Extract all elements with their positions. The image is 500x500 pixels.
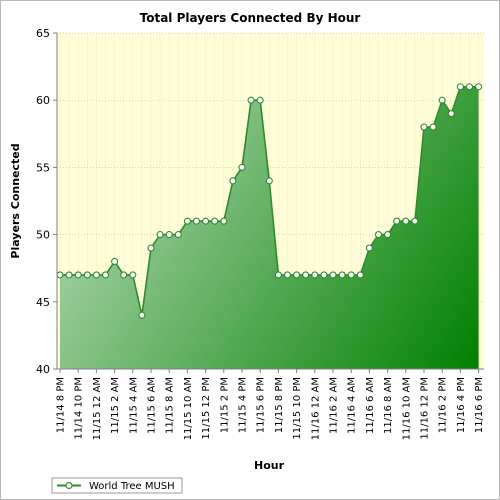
data-point <box>393 217 401 225</box>
data-point <box>456 83 464 91</box>
x-tick-label: 11/15 8 AM <box>165 377 176 434</box>
data-point <box>429 123 437 131</box>
x-tick-label: 11/16 10 AM <box>401 377 412 440</box>
x-tick-label: 11/16 4 AM <box>347 377 358 434</box>
data-point <box>311 271 319 279</box>
data-point <box>101 271 110 279</box>
data-point <box>247 96 255 104</box>
x-tick-label: 11/15 2 AM <box>110 377 121 434</box>
data-point <box>347 271 355 279</box>
data-point <box>283 271 292 279</box>
x-tick-label: 11/15 4 PM <box>238 377 249 433</box>
x-tick-label: 11/16 2 PM <box>438 377 449 433</box>
data-point <box>256 96 264 104</box>
data-point <box>265 177 273 185</box>
x-tick-label: 11/15 12 PM <box>201 377 212 440</box>
data-point <box>211 217 219 225</box>
x-tick-label: 11/16 4 PM <box>456 377 467 433</box>
data-point <box>83 271 91 279</box>
data-point <box>120 271 128 279</box>
data-point <box>56 271 64 279</box>
data-point <box>229 177 237 185</box>
data-points <box>56 83 483 319</box>
x-tick-label: 11/14 10 PM <box>74 377 85 440</box>
legend-entry-label: World Tree MUSH <box>89 481 175 492</box>
x-tick-label: 11/16 6 PM <box>474 377 485 433</box>
x-tick-label: 11/15 8 PM <box>274 377 285 433</box>
data-point <box>447 110 455 118</box>
x-axis-ticks: 11/14 8 PM 11/14 10 PM 11/15 12 AM 11/15 2 … <box>56 369 485 440</box>
x-axis-title: Hour <box>254 459 285 472</box>
legend-box <box>51 477 183 494</box>
data-point <box>147 244 155 252</box>
data-point <box>174 231 182 239</box>
data-point <box>92 271 100 279</box>
data-point <box>293 271 301 279</box>
data-point <box>302 271 310 279</box>
x-tick-label: 11/15 12 AM <box>92 377 103 440</box>
data-point <box>365 244 373 252</box>
data-point <box>192 217 201 225</box>
y-axis-title: Players Connected <box>9 143 22 258</box>
data-point <box>384 231 392 239</box>
data-point <box>420 123 428 131</box>
y-tick-label: 50 <box>36 229 50 242</box>
x-tick-label: 11/16 12 PM <box>420 377 431 440</box>
data-point <box>438 96 446 104</box>
y-tick-label: 60 <box>36 94 50 107</box>
legend: World Tree MUSH <box>51 477 183 494</box>
data-point <box>65 271 73 279</box>
x-tick-label: 11/15 2 PM <box>219 377 230 433</box>
x-tick-label: 11/16 12 AM <box>310 377 321 440</box>
x-tick-label: 11/15 4 AM <box>128 377 139 434</box>
x-tick-label: 11/16 2 AM <box>329 377 340 434</box>
data-point <box>111 257 119 266</box>
x-tick-label: 11/16 6 AM <box>365 377 376 434</box>
x-tick-label: 11/14 8 PM <box>56 377 67 433</box>
y-tick-label: 55 <box>36 161 50 174</box>
data-point <box>183 217 191 225</box>
data-point <box>465 83 474 91</box>
series-area <box>60 86 479 369</box>
chart-title: Total Players Connected By Hour <box>140 11 361 25</box>
data-point <box>338 271 346 279</box>
data-point <box>129 271 137 279</box>
data-point <box>202 217 210 225</box>
legend-marker-swatch <box>65 481 73 490</box>
data-point <box>156 231 164 239</box>
data-point <box>374 231 383 239</box>
data-point <box>411 217 419 225</box>
x-tick-label: 11/15 10 PM <box>292 377 303 440</box>
data-point <box>165 231 173 239</box>
y-tick-label: 65 <box>36 27 50 40</box>
y-tick-label: 45 <box>36 296 50 309</box>
data-point <box>475 83 483 91</box>
y-axis-ticks: 40 45 50 55 60 65 <box>36 27 57 376</box>
data-point <box>138 311 146 319</box>
x-tick-label: 11/16 8 AM <box>383 377 394 434</box>
data-point <box>274 271 282 279</box>
data-point <box>220 217 228 225</box>
x-tick-label: 11/15 6 PM <box>256 377 267 433</box>
y-tick-label: 40 <box>36 363 50 376</box>
data-point <box>238 163 246 171</box>
data-point <box>329 271 337 279</box>
data-point <box>74 271 82 279</box>
x-tick-label: 11/15 10 AM <box>183 377 194 440</box>
data-point <box>356 271 364 279</box>
x-tick-label: 11/15 6 AM <box>147 377 158 434</box>
data-point <box>402 217 410 225</box>
data-point <box>320 271 328 279</box>
